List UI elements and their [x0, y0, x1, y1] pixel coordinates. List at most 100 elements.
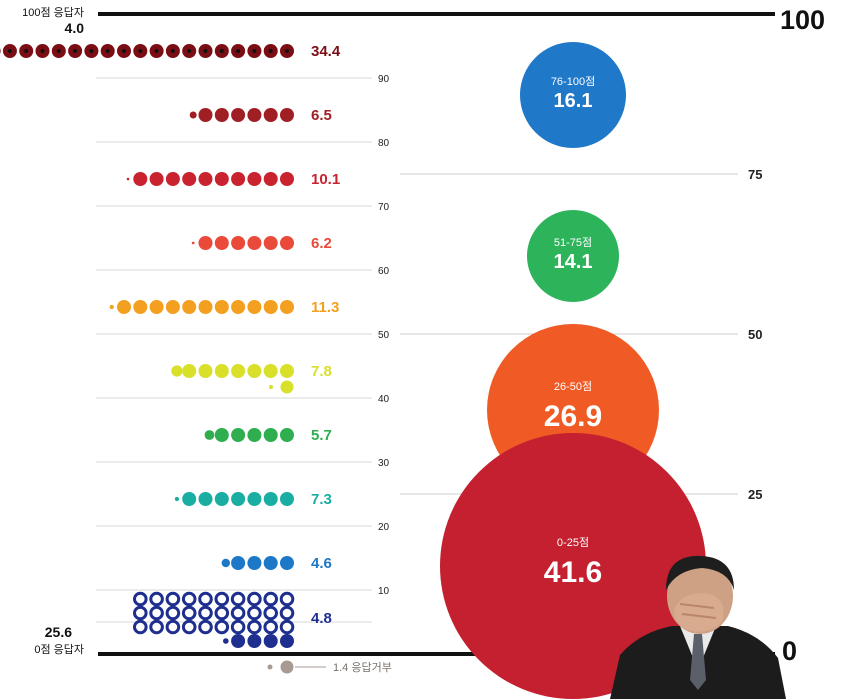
bottom-extreme-title: 0점 응답자 — [34, 643, 84, 656]
dot-mark — [149, 619, 164, 635]
dot-center — [252, 49, 257, 53]
dot-mark — [198, 364, 213, 378]
dot-center — [268, 49, 273, 53]
dot-partial — [204, 430, 215, 440]
dot-mark — [198, 619, 213, 635]
dot-mark — [214, 591, 230, 607]
dot-mark — [231, 492, 246, 506]
dot-mark — [0, 48, 1, 54]
dot-mark — [231, 634, 246, 648]
dot-center — [89, 49, 94, 53]
dot-mark — [214, 605, 230, 621]
dot-mark — [247, 619, 262, 635]
group-range-label: 51-75점 — [554, 236, 592, 249]
dot-mark — [149, 591, 164, 607]
dot-mark — [247, 300, 262, 314]
dot-mark — [280, 556, 294, 570]
dot-partial — [126, 177, 130, 181]
dot-mark — [165, 300, 180, 314]
left-tick-label: 80 — [378, 138, 390, 149]
dot-partial — [171, 365, 183, 377]
dot-mark — [279, 591, 295, 607]
dot-mark — [214, 364, 229, 378]
dot-mark — [247, 492, 262, 506]
dot-mark — [165, 605, 181, 621]
dot-mark — [133, 591, 148, 607]
bin-value-label: 4.8 — [311, 610, 332, 627]
dot-mark — [214, 619, 230, 635]
group-value-label: 41.6 — [544, 556, 602, 589]
left-tick-label: 60 — [378, 266, 390, 277]
dot-center — [73, 49, 78, 53]
dot-mark — [198, 108, 213, 122]
dot-center — [56, 49, 61, 53]
dot-partial — [223, 638, 229, 644]
dot-mark — [247, 556, 262, 570]
dot-mark — [230, 619, 246, 635]
dot-mark — [280, 236, 294, 250]
dot-mark — [231, 172, 246, 186]
dot-mark — [182, 364, 197, 378]
dot-mark — [263, 492, 278, 506]
bin-value-label: 34.4 — [311, 43, 341, 60]
bin-value-label: 6.5 — [311, 107, 332, 124]
refusal-label: 1.4 응답거부 — [333, 661, 392, 674]
left-tick-label: 40 — [378, 394, 390, 405]
dot-center — [203, 49, 208, 53]
dot-mark — [231, 236, 246, 250]
dot-mark — [182, 300, 197, 314]
dot-mark — [280, 634, 294, 648]
dot-mark — [214, 108, 229, 122]
group-bubble — [440, 433, 706, 699]
group-bubble — [527, 210, 619, 302]
dot-mark — [214, 428, 229, 442]
dot-center — [7, 49, 12, 53]
left-tick-label: 70 — [378, 202, 390, 213]
dot-mark — [247, 172, 262, 186]
dot-mark — [263, 605, 279, 621]
dot-mark — [247, 364, 262, 378]
right-tick-label: 75 — [748, 167, 762, 182]
dot-mark — [247, 428, 262, 442]
dot-partial — [221, 558, 230, 568]
dot-mark — [133, 300, 148, 314]
group-value-label: 14.1 — [554, 251, 593, 273]
dot-mark — [198, 492, 213, 506]
axis-bottom-value: 0 — [782, 636, 797, 666]
right-tick-label: 50 — [748, 327, 762, 342]
bin-value-label: 7.8 — [311, 363, 332, 380]
group-bubble — [520, 42, 626, 148]
dot-mark — [231, 364, 246, 378]
dot-partial — [174, 496, 179, 502]
dot-mark — [247, 605, 262, 621]
dot-mark — [165, 172, 180, 186]
refusal-small-dot — [267, 664, 273, 670]
dot-mark — [231, 428, 246, 442]
dot-mark — [280, 380, 294, 394]
dot-mark — [165, 619, 181, 635]
dot-mark — [165, 591, 181, 607]
left-tick-label: 30 — [378, 458, 390, 469]
bin-value-label: 6.2 — [311, 235, 332, 252]
dot-mark — [231, 300, 246, 314]
dot-mark — [279, 619, 295, 635]
dot-mark — [263, 619, 279, 635]
axis-top-value: 100 — [780, 5, 825, 35]
bottom-extreme-value: 25.6 — [45, 624, 72, 640]
right-tick-label: 25 — [748, 487, 762, 502]
bin-value-label: 5.7 — [311, 427, 332, 444]
dot-mark — [149, 172, 164, 186]
dot-mark — [181, 591, 197, 607]
bin-value-label: 4.6 — [311, 555, 332, 572]
group-value-label: 16.1 — [554, 90, 593, 112]
dot-mark — [280, 108, 294, 122]
dot-mark — [231, 556, 246, 570]
dot-center — [285, 49, 289, 53]
dot-mark — [263, 364, 278, 378]
group-range-label: 0-25점 — [557, 536, 589, 549]
dot-mark — [133, 605, 148, 621]
dot-mark — [214, 236, 229, 250]
dot-mark — [263, 591, 279, 607]
dot-center — [236, 49, 241, 53]
dot-mark — [263, 108, 278, 122]
